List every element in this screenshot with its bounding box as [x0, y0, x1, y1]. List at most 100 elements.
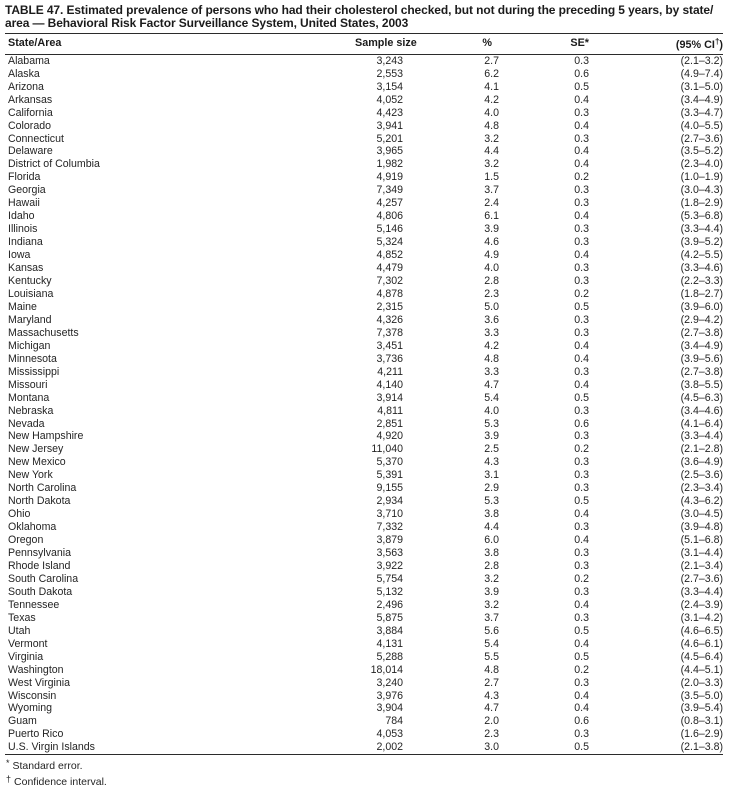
footnote-standard-error: * Standard error. — [6, 757, 724, 773]
confidence-interval-value: (3.1–4.4) — [680, 547, 723, 560]
state-name: Alaska — [8, 67, 40, 80]
state-name: Guam — [8, 715, 37, 728]
sample-size: 3,884 — [376, 624, 403, 637]
standard-error-value: 0.4 — [574, 689, 589, 702]
percent-value: 3.7 — [484, 184, 499, 197]
confidence-interval-value: (2.1–3.4) — [680, 559, 723, 572]
percent-value: 3.7 — [484, 611, 499, 624]
standard-error-value: 0.3 — [574, 54, 589, 67]
state-name: Kansas — [8, 262, 44, 275]
sample-size: 9,155 — [376, 482, 403, 495]
standard-error-value: 0.3 — [574, 326, 589, 339]
table-row: North Dakota 2,934 5.3 0.5 (4.3–6.2) — [5, 495, 723, 508]
table-row: Guam 784 2.0 0.6 (0.8–3.1) — [5, 715, 723, 728]
table-row: Connecticut 5,201 3.2 0.3 (2.7–3.6) — [5, 133, 723, 146]
state-name: Iowa — [8, 249, 31, 262]
footnote-text: Standard error. — [12, 760, 83, 773]
table-row: Arkansas 4,052 4.2 0.4 (3.4–4.9) — [5, 94, 723, 107]
sample-size: 3,922 — [376, 559, 403, 572]
standard-error-value: 0.3 — [574, 611, 589, 624]
prevalence-table: State/Area Sample size % SE* (95% CI†) A… — [5, 32, 723, 756]
table-row: Pennsylvania 3,563 3.8 0.3 (3.1–4.4) — [5, 547, 723, 560]
percent-value: 2.8 — [484, 275, 499, 288]
column-header-standard-error: SE* — [500, 32, 590, 55]
sample-size: 4,053 — [376, 728, 403, 741]
table-row: U.S. Virgin Islands 2,002 3.0 0.5 (2.1–3.8) — [5, 741, 723, 754]
confidence-interval-value: (4.6–6.5) — [680, 624, 723, 637]
state-name: Wyoming — [8, 702, 53, 715]
standard-error-value: 0.4 — [574, 508, 589, 521]
table-row: Ohio 3,710 3.8 0.4 (3.0–4.5) — [5, 508, 723, 521]
sample-size: 4,920 — [376, 430, 403, 443]
state-name: West Virginia — [8, 676, 71, 689]
confidence-interval-value: (2.7–3.6) — [680, 572, 723, 585]
table-row: Minnesota 3,736 4.8 0.4 (3.9–5.6) — [5, 353, 723, 366]
standard-error-value: 0.3 — [574, 262, 589, 275]
sample-size: 4,479 — [376, 262, 403, 275]
standard-error-value: 0.3 — [574, 585, 589, 598]
table-row: Nevada 2,851 5.3 0.6 (4.1–6.4) — [5, 418, 723, 431]
percent-value: 3.9 — [484, 223, 499, 236]
table-row: New Hampshire 4,920 3.9 0.3 (3.3–4.4) — [5, 430, 723, 443]
confidence-interval-value: (3.0–4.5) — [680, 508, 723, 521]
confidence-interval-value: (1.8–2.9) — [680, 197, 723, 210]
table-row: Texas 5,875 3.7 0.3 (3.1–4.2) — [5, 612, 723, 625]
table-row: Utah 3,884 5.6 0.5 (4.6–6.5) — [5, 625, 723, 638]
percent-value: 3.2 — [484, 598, 499, 611]
standard-error-value: 0.3 — [574, 469, 589, 482]
footnote-text: Confidence interval. — [14, 776, 107, 789]
column-header-state-area: State/Area — [5, 32, 355, 55]
table-row: Nebraska 4,811 4.0 0.3 (3.4–4.6) — [5, 405, 723, 418]
percent-value: 3.6 — [484, 313, 499, 326]
standard-error-value: 0.3 — [574, 275, 589, 288]
state-name: Tennessee — [8, 598, 60, 611]
percent-value: 5.3 — [484, 495, 499, 508]
sample-size: 4,878 — [376, 287, 403, 300]
standard-error-value: 0.5 — [574, 495, 589, 508]
standard-error-value: 0.3 — [574, 456, 589, 469]
confidence-interval-value: (3.5–5.2) — [680, 145, 723, 158]
state-name: District of Columbia — [8, 158, 100, 171]
confidence-interval-value: (3.4–4.6) — [680, 404, 723, 417]
table-row: Michigan 3,451 4.2 0.4 (3.4–4.9) — [5, 340, 723, 353]
table-row: Louisiana 4,878 2.3 0.2 (1.8–2.7) — [5, 288, 723, 301]
confidence-interval-value: (3.3–4.6) — [680, 262, 723, 275]
state-name: Missouri — [8, 378, 48, 391]
table-row: Vermont 4,131 5.4 0.4 (4.6–6.1) — [5, 638, 723, 651]
sample-size: 2,851 — [376, 417, 403, 430]
percent-value: 2.0 — [484, 715, 499, 728]
confidence-interval-value: (4.3–6.2) — [680, 495, 723, 508]
confidence-interval-value: (4.1–6.4) — [680, 417, 723, 430]
standard-error-value: 0.4 — [574, 93, 589, 106]
standard-error-value: 0.2 — [574, 572, 589, 585]
table-row: Montana 3,914 5.4 0.5 (4.5–6.3) — [5, 392, 723, 405]
table-row: Tennessee 2,496 3.2 0.4 (2.4–3.9) — [5, 599, 723, 612]
table-row: North Carolina 9,155 2.9 0.3 (2.3–3.4) — [5, 482, 723, 495]
percent-value: 4.1 — [484, 80, 499, 93]
state-name: Nevada — [8, 417, 45, 430]
standard-error-value: 0.6 — [574, 67, 589, 80]
state-name: Illinois — [8, 223, 38, 236]
sample-size: 4,423 — [376, 106, 403, 119]
percent-value: 3.9 — [484, 585, 499, 598]
state-name: Texas — [8, 611, 36, 624]
confidence-interval-value: (2.1–3.2) — [680, 54, 723, 67]
column-header-percent: % — [417, 32, 500, 55]
percent-value: 2.8 — [484, 559, 499, 572]
percent-value: 4.9 — [484, 249, 499, 262]
sample-size: 4,211 — [377, 365, 403, 378]
confidence-interval-value: (0.8–3.1) — [680, 715, 723, 728]
state-name: Virginia — [8, 650, 44, 663]
confidence-interval-value: (3.8–5.5) — [680, 378, 723, 391]
standard-error-value: 0.5 — [574, 80, 589, 93]
sample-size: 3,243 — [376, 54, 403, 67]
confidence-interval-value: (2.7–3.8) — [680, 326, 723, 339]
state-name: Idaho — [8, 210, 35, 223]
standard-error-value: 0.4 — [574, 210, 589, 223]
percent-value: 3.1 — [484, 469, 499, 482]
percent-value: 2.3 — [484, 728, 499, 741]
state-name: Alabama — [8, 54, 50, 67]
percent-value: 2.3 — [484, 287, 499, 300]
standard-error-value: 0.3 — [574, 547, 589, 560]
